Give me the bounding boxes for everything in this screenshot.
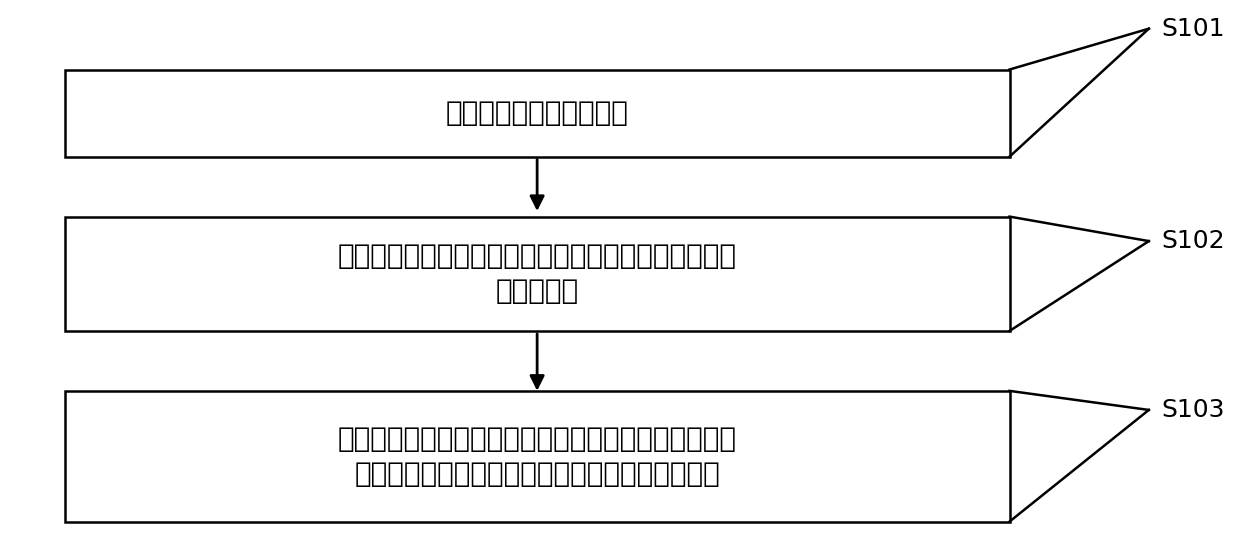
Text: 场属性参数: 场属性参数	[496, 278, 579, 305]
Text: S101: S101	[1161, 17, 1224, 41]
Text: S102: S102	[1161, 229, 1225, 253]
Bar	[64, 391, 1009, 521]
Text: S103: S103	[1161, 398, 1224, 422]
Text: 根据所述共反射面元叠加算子，获取地震波的运动学波: 根据所述共反射面元叠加算子，获取地震波的运动学波	[337, 242, 737, 270]
Text: 基于建立的正则化层析方程，结合运动学波场属性参数: 基于建立的正则化层析方程，结合运动学波场属性参数	[337, 425, 737, 452]
Text: 和所建立的初始地下速度模型，构建地下速度模型: 和所建立的初始地下速度模型，构建地下速度模型	[355, 460, 720, 488]
Bar	[64, 70, 1009, 156]
Text: 获取共反射面元叠加算子: 获取共反射面元叠加算子	[445, 99, 629, 127]
Bar	[64, 217, 1009, 331]
